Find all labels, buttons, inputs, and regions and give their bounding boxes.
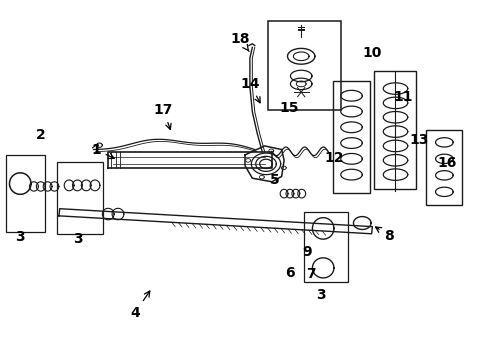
Text: 3: 3 bbox=[73, 232, 83, 246]
Text: 18: 18 bbox=[230, 32, 250, 51]
Bar bbox=[5, 155, 45, 232]
Text: 13: 13 bbox=[409, 133, 429, 147]
Text: 9: 9 bbox=[303, 245, 312, 259]
Bar bbox=[374, 71, 416, 189]
Text: 1: 1 bbox=[91, 143, 114, 158]
Text: 3: 3 bbox=[316, 288, 325, 302]
Text: 11: 11 bbox=[393, 90, 413, 104]
Bar bbox=[333, 81, 369, 193]
Text: 8: 8 bbox=[375, 227, 394, 243]
Text: 15: 15 bbox=[279, 100, 299, 114]
Bar bbox=[269, 22, 341, 111]
Text: 16: 16 bbox=[437, 156, 457, 170]
Text: 12: 12 bbox=[324, 152, 343, 166]
Text: 10: 10 bbox=[362, 46, 382, 60]
Text: 4: 4 bbox=[130, 291, 150, 320]
Text: 3: 3 bbox=[15, 230, 25, 244]
Bar bbox=[426, 130, 463, 205]
Text: 2: 2 bbox=[36, 128, 46, 142]
Text: 17: 17 bbox=[154, 103, 173, 130]
Text: 6: 6 bbox=[285, 266, 294, 279]
Bar bbox=[57, 162, 103, 234]
Text: 7: 7 bbox=[306, 267, 316, 281]
Bar bbox=[304, 212, 347, 282]
Text: 14: 14 bbox=[240, 77, 260, 103]
Text: 5: 5 bbox=[270, 173, 279, 187]
